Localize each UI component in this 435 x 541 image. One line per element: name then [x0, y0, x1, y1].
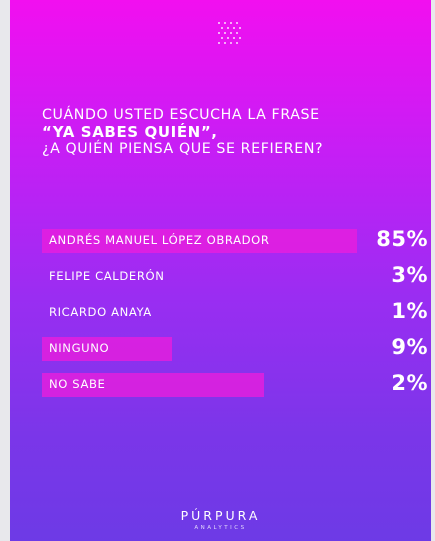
question-line-2: “YA SABES QUIÉN”,	[42, 123, 218, 141]
bar-label: ANDRÉS MANUEL LÓPEZ OBRADOR	[49, 233, 270, 247]
logo-dot	[230, 42, 232, 44]
bar-row: NINGUNO 9%	[42, 335, 428, 361]
question-line-1: CUÁNDO USTED ESCUCHA LA FRASE	[42, 107, 320, 123]
bar-label: NO SABE	[49, 377, 106, 391]
logo-dot	[239, 37, 241, 39]
question-line-3: ¿A QUIÉN PIENSA QUE SE REFIEREN?	[42, 141, 324, 157]
logo-dot	[239, 27, 241, 29]
bar-label: RICARDO ANAYA	[49, 305, 152, 319]
dot-grid-logo-icon	[218, 22, 242, 46]
logo-dot	[218, 22, 220, 24]
bar-row: NO SABE 2%	[42, 371, 428, 397]
bar-value: 9%	[391, 335, 428, 359]
logo-dot	[224, 22, 226, 24]
bar-row: ANDRÉS MANUEL LÓPEZ OBRADOR 85%	[42, 227, 428, 253]
bar-value: 3%	[391, 263, 428, 287]
bar-label: FELIPE CALDERÓN	[49, 269, 165, 283]
logo-dot	[233, 27, 235, 29]
logo-dot	[224, 32, 226, 34]
logo-dot	[218, 32, 220, 34]
bar	[42, 337, 172, 361]
bar-value: 85%	[376, 227, 428, 251]
brand-name: PÚRPURA	[180, 508, 261, 523]
logo-dot	[230, 32, 232, 34]
brand-tagline: ANALYTICS	[194, 525, 247, 531]
logo-dot	[221, 37, 223, 39]
logo-dot	[236, 22, 238, 24]
bar-value: 1%	[391, 299, 428, 323]
bar-row: RICARDO ANAYA 1%	[42, 299, 428, 325]
poll-card: CUÁNDO USTED ESCUCHA LA FRASE “YA SABES …	[10, 0, 431, 541]
logo-dot	[236, 42, 238, 44]
logo-dot	[233, 37, 235, 39]
logo-dot	[227, 37, 229, 39]
bar-label: NINGUNO	[49, 341, 110, 355]
logo-dot	[236, 32, 238, 34]
bar-row: FELIPE CALDERÓN 3%	[42, 263, 428, 289]
poll-question: CUÁNDO USTED ESCUCHA LA FRASE “YA SABES …	[42, 107, 427, 158]
logo-dot	[227, 27, 229, 29]
bar	[42, 373, 264, 397]
logo-dot	[218, 42, 220, 44]
bar	[42, 229, 357, 253]
bar-value: 2%	[391, 371, 428, 395]
logo-dot	[230, 22, 232, 24]
logo-dot	[224, 42, 226, 44]
logo-dot	[221, 27, 223, 29]
